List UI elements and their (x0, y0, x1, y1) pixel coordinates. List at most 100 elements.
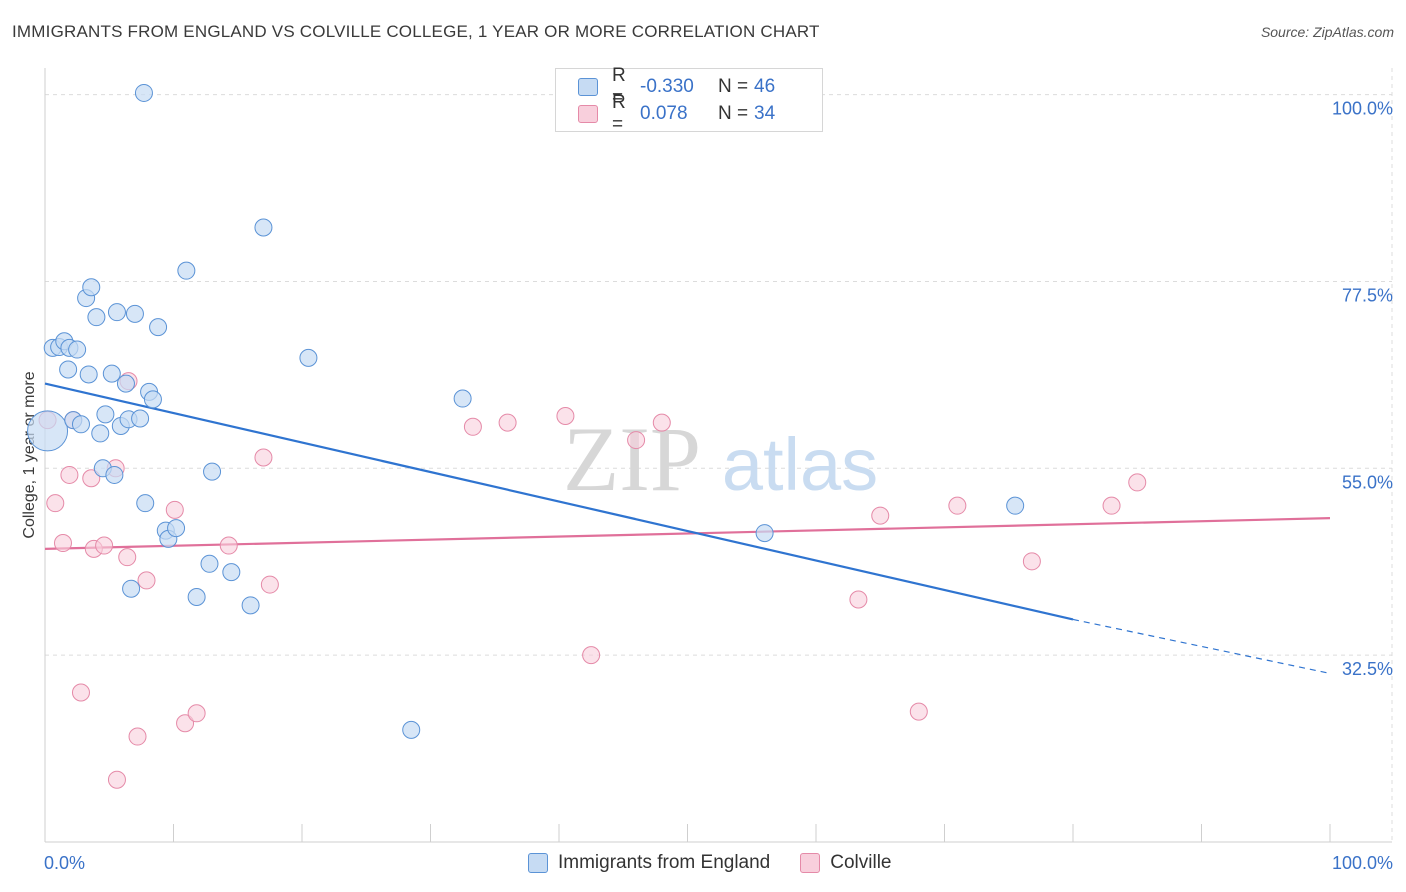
legend-item-england[interactable]: Immigrants from England (528, 852, 770, 874)
point-colville (71, 683, 90, 702)
point-colville (254, 448, 273, 467)
point-england (87, 308, 106, 327)
point-colville (582, 646, 601, 665)
point-england (71, 415, 90, 434)
point-england (402, 720, 421, 739)
point-colville (165, 500, 184, 519)
point-england (134, 83, 153, 102)
y-tick-label: 100.0% (1332, 99, 1393, 119)
point-england (79, 365, 98, 384)
point-england (59, 360, 78, 379)
point-england (453, 389, 472, 408)
point-england (122, 579, 141, 598)
point-colville (1128, 473, 1147, 492)
point-colville (849, 590, 868, 609)
point-colville (463, 417, 482, 436)
point-england (131, 409, 150, 428)
watermark-zip: ZIP (563, 408, 701, 510)
point-colville (187, 704, 206, 723)
point-england (102, 364, 121, 383)
point-colville (137, 571, 156, 590)
x-tick-label: 100.0% (1332, 853, 1393, 873)
trend-line-colville (44, 517, 1331, 550)
point-colville (627, 431, 646, 450)
point-england (241, 596, 260, 615)
legend-label-england: Immigrants from England (558, 852, 771, 873)
point-england (68, 340, 87, 359)
point-colville (53, 534, 72, 553)
legend-swatch-england (528, 853, 548, 873)
tick-labels: 100.0% 77.5% 55.0% 32.5% 0.0% 100.0% (44, 99, 1393, 873)
stats-n-value: 46 (754, 76, 776, 97)
point-england (91, 424, 110, 443)
legend-label-colville: Colville (830, 852, 892, 873)
point-colville (46, 494, 65, 513)
point-england (27, 410, 69, 452)
legend-swatch-colville (800, 853, 821, 873)
stats-r-value: -0.330 (640, 76, 694, 97)
point-england (116, 374, 135, 393)
point-colville (498, 413, 517, 432)
stats-r-label: R = (612, 65, 626, 108)
point-england (136, 494, 155, 513)
gridlines (45, 68, 1393, 842)
point-england (82, 278, 101, 297)
legend-item-colville[interactable]: Colville (800, 852, 892, 874)
chart-legend: Immigrants from England Colville (528, 852, 922, 874)
stats-row-colville: R = 0.078 N = 34 (578, 92, 776, 135)
point-colville (1102, 496, 1121, 515)
point-colville (107, 770, 126, 789)
point-colville (948, 496, 967, 515)
stats-n-value: 34 (754, 103, 776, 124)
stats-n-label: N = (718, 103, 749, 124)
trend-line-england-extrapolated (1072, 618, 1331, 675)
point-england (203, 462, 222, 481)
axes (44, 68, 1392, 843)
stats-n-label: N = (718, 76, 749, 97)
stats-swatch-colville (578, 105, 598, 123)
point-colville (128, 727, 147, 746)
stats-swatch-england (578, 78, 598, 96)
point-colville (909, 702, 928, 721)
stats-row-england: R = -0.330 N = 46 (578, 65, 776, 108)
point-colville (176, 714, 195, 733)
x-tick-label: 0.0% (44, 853, 85, 873)
point-england (222, 563, 241, 582)
watermark-atlas: atlas (722, 423, 878, 506)
y-tick-label: 77.5% (1342, 285, 1393, 305)
point-england (107, 303, 126, 322)
watermark: ZIP atlas (563, 408, 878, 510)
chart-title: IMMIGRANTS FROM ENGLAND VS COLVILLE COLL… (12, 22, 820, 41)
point-england (254, 218, 273, 237)
point-england (187, 588, 206, 607)
series-england-points (27, 83, 1025, 739)
point-england (105, 465, 124, 484)
y-tick-label: 55.0% (1342, 472, 1393, 492)
point-colville (118, 548, 137, 567)
point-colville (219, 536, 238, 555)
point-england (96, 405, 115, 424)
point-colville (871, 506, 890, 525)
correlation-stats-box: R = -0.330 N = 46 R = 0.078 N = 34 (555, 65, 823, 135)
y-tick-label: 32.5% (1342, 659, 1393, 679)
point-colville (652, 413, 671, 432)
point-england (755, 524, 774, 543)
stats-r-value: 0.078 (640, 103, 688, 124)
point-england (149, 318, 168, 337)
point-colville (82, 469, 101, 488)
point-england (125, 304, 144, 323)
point-colville (60, 465, 79, 484)
stats-r-label: R = (612, 92, 626, 135)
point-england (200, 554, 219, 573)
point-colville (95, 536, 114, 555)
point-england (1006, 496, 1025, 515)
source-credit: Source: ZipAtlas.com (1260, 24, 1394, 40)
trend-line-england (44, 382, 1074, 621)
point-colville (260, 575, 279, 594)
point-colville (1022, 552, 1041, 571)
point-england (143, 390, 162, 409)
point-colville (556, 406, 575, 425)
point-england (167, 519, 186, 538)
trend-lines (44, 382, 1331, 675)
